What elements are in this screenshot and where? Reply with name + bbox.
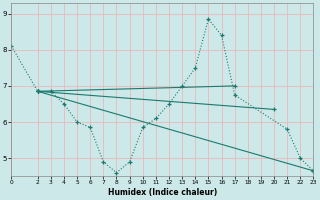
X-axis label: Humidex (Indice chaleur): Humidex (Indice chaleur) bbox=[108, 188, 217, 197]
